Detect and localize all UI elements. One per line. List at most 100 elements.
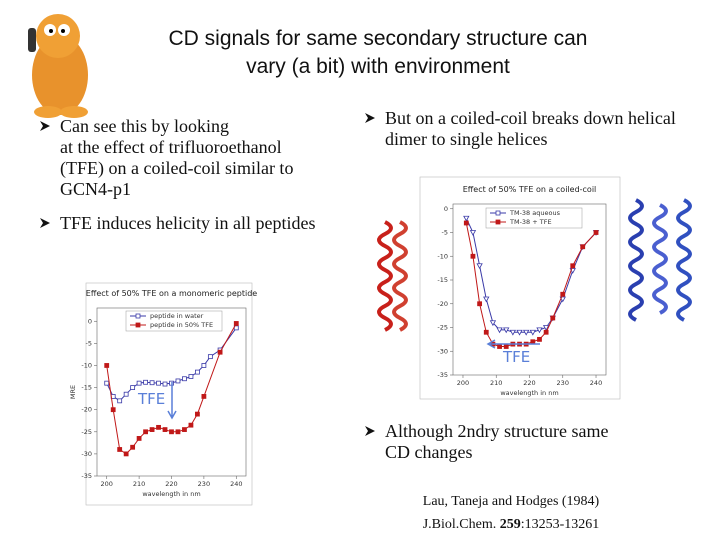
helix-picture-left: [377, 220, 408, 332]
data-point: [117, 398, 123, 404]
y-tick-label: -10: [437, 252, 448, 260]
data-point: [169, 429, 174, 435]
data-point: [483, 329, 489, 335]
y-tick-label: -35: [81, 472, 92, 480]
y-tick-label: -30: [437, 347, 448, 355]
data-point: [497, 344, 502, 349]
data-point: [503, 327, 510, 334]
data-point: [529, 329, 537, 336]
x-axis-label: wavelength in nm: [142, 490, 200, 498]
x-axis-label: wavelength in nm: [500, 389, 558, 397]
legend-marker: [495, 219, 501, 225]
legend-marker: [135, 313, 141, 319]
data-point: [550, 315, 556, 321]
x-tick-label: 220: [523, 379, 535, 387]
data-point: [182, 376, 187, 382]
y-axis-label: MRE: [69, 385, 77, 399]
data-point: [149, 380, 155, 386]
legend-label: peptide in 50% TFE: [150, 321, 213, 329]
data-point: [149, 427, 155, 432]
data-point: [593, 230, 599, 235]
data-point: [469, 230, 477, 236]
bullet-text: GCN4-p1: [60, 179, 131, 199]
y-tick-label: -30: [81, 450, 92, 458]
data-point: [537, 336, 542, 342]
bullet-arrow: [365, 426, 375, 436]
x-tick-label: 200: [457, 379, 469, 387]
x-tick-label: 200: [101, 480, 113, 488]
data-point: [136, 436, 142, 441]
data-point: [233, 321, 239, 326]
legend-label: peptide in water: [150, 312, 204, 320]
y-tick-label: -5: [86, 339, 92, 347]
x-tick-label: 240: [230, 480, 242, 488]
data-point: [156, 424, 161, 430]
bullet-text: (TFE) on a coiled-coil similar to: [60, 158, 293, 179]
data-point: [195, 369, 200, 375]
data-point: [130, 444, 136, 450]
data-point: [463, 220, 469, 226]
x-tick-label: 240: [590, 379, 602, 387]
x-tick-label: 210: [490, 379, 502, 387]
helix-picture-right: [628, 198, 692, 322]
data-point: [117, 447, 123, 452]
annotation-arrow: [167, 382, 177, 420]
journal: J.Biol.Chem.: [423, 517, 500, 532]
bullet-arrow: [40, 218, 50, 228]
annotation-arrow: [486, 339, 540, 349]
data-point: [570, 263, 576, 269]
data-point: [489, 320, 497, 327]
y-tick-label: 0: [444, 205, 448, 213]
bullet-arrow: [365, 113, 375, 123]
data-point: [477, 301, 483, 307]
data-point: [201, 363, 207, 368]
y-tick-label: -10: [81, 361, 92, 369]
y-tick-label: -20: [81, 406, 92, 414]
data-point: [470, 253, 476, 259]
bullet-text: But on a coiled-coil breaks down helical: [385, 108, 676, 128]
legend-marker: [135, 322, 141, 328]
y-tick-label: -15: [81, 384, 92, 392]
data-point: [530, 339, 536, 345]
bullet-text: Although 2ndry structure same: [385, 421, 608, 441]
data-point: [104, 380, 110, 386]
slide-title: CD signals for same secondary structure …: [168, 27, 587, 50]
annotation: TFE: [137, 390, 165, 408]
data-point: [188, 422, 194, 428]
data-point: [542, 325, 550, 331]
data-point: [136, 380, 142, 386]
data-point: [162, 381, 168, 387]
x-tick-label: 230: [557, 379, 569, 387]
data-point: [162, 427, 168, 432]
bullet-text: at the effect of trifluoroethanol: [60, 137, 282, 157]
data-point: [463, 215, 470, 222]
citation: Lau, Taneja and Hodges (1984): [423, 494, 600, 509]
volume: 259: [500, 517, 521, 532]
y-tick-label: -5: [442, 229, 448, 237]
legend-label: TM-38 aqueous: [509, 209, 561, 217]
y-tick-label: -25: [81, 428, 92, 436]
data-point: [143, 379, 148, 385]
bullet-text: dimer to single helices: [385, 129, 547, 149]
data-point: [476, 263, 483, 270]
bullet-text: Can see this by looking: [60, 116, 229, 136]
data-point: [156, 380, 161, 386]
data-point: [110, 407, 116, 413]
data-point: [143, 429, 148, 435]
data-point: [536, 327, 543, 334]
legend-label: TM-38 + TFE: [509, 218, 552, 226]
data-point: [123, 451, 129, 457]
legend-box: [125, 310, 223, 332]
data-point: [496, 327, 503, 334]
x-tick-label: 230: [198, 480, 210, 488]
data-point: [522, 329, 530, 336]
y-tick-label: 0: [88, 317, 92, 325]
data-point: [201, 394, 207, 399]
data-point: [130, 385, 136, 390]
data-point: [509, 329, 517, 336]
y-tick-label: -20: [437, 300, 448, 308]
data-point: [195, 411, 200, 417]
data-point: [217, 349, 223, 355]
data-point: [483, 296, 490, 303]
pages: :13253-13261: [521, 517, 600, 532]
